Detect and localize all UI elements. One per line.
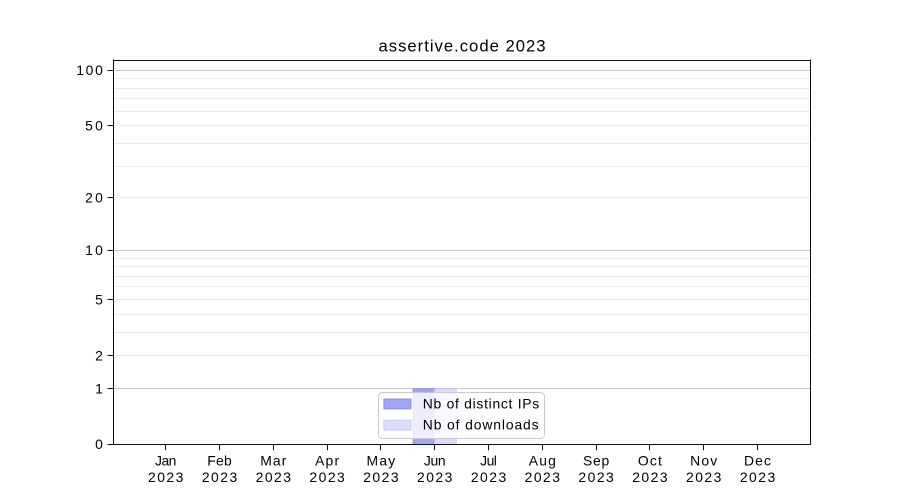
svg-text:20: 20 bbox=[85, 190, 103, 206]
svg-text:2023: 2023 bbox=[148, 469, 184, 485]
svg-text:Mar: Mar bbox=[260, 452, 287, 468]
svg-text:0: 0 bbox=[95, 436, 103, 452]
svg-text:Feb: Feb bbox=[207, 452, 232, 468]
svg-text:Dec: Dec bbox=[744, 452, 771, 468]
svg-text:Jul: Jul bbox=[480, 452, 497, 468]
svg-text:2: 2 bbox=[95, 348, 103, 364]
svg-text:assertive.code 2023: assertive.code 2023 bbox=[379, 37, 546, 56]
svg-text:2023: 2023 bbox=[363, 469, 399, 485]
svg-text:2023: 2023 bbox=[309, 469, 345, 485]
svg-text:Nov: Nov bbox=[690, 452, 717, 468]
svg-text:2023: 2023 bbox=[471, 469, 507, 485]
svg-text:Sep: Sep bbox=[583, 452, 609, 468]
svg-text:Nb of downloads: Nb of downloads bbox=[423, 417, 539, 433]
svg-text:Jun: Jun bbox=[424, 452, 446, 468]
svg-text:May: May bbox=[367, 452, 396, 468]
svg-text:2023: 2023 bbox=[578, 469, 614, 485]
svg-text:2023: 2023 bbox=[632, 469, 668, 485]
svg-text:2023: 2023 bbox=[525, 469, 561, 485]
svg-text:100: 100 bbox=[76, 62, 103, 78]
svg-text:Aug: Aug bbox=[529, 452, 556, 468]
svg-text:1: 1 bbox=[95, 381, 103, 397]
svg-text:Nb of distinct IPs: Nb of distinct IPs bbox=[423, 396, 539, 412]
svg-text:50: 50 bbox=[85, 118, 103, 134]
svg-text:Oct: Oct bbox=[638, 452, 662, 468]
svg-text:2023: 2023 bbox=[686, 469, 722, 485]
svg-text:Apr: Apr bbox=[315, 452, 339, 468]
svg-text:2023: 2023 bbox=[202, 469, 238, 485]
svg-text:5: 5 bbox=[95, 291, 103, 307]
svg-text:2023: 2023 bbox=[417, 469, 453, 485]
svg-text:10: 10 bbox=[85, 242, 103, 258]
svg-text:2023: 2023 bbox=[256, 469, 292, 485]
svg-text:Jan: Jan bbox=[155, 452, 176, 468]
svg-text:2023: 2023 bbox=[740, 469, 776, 485]
